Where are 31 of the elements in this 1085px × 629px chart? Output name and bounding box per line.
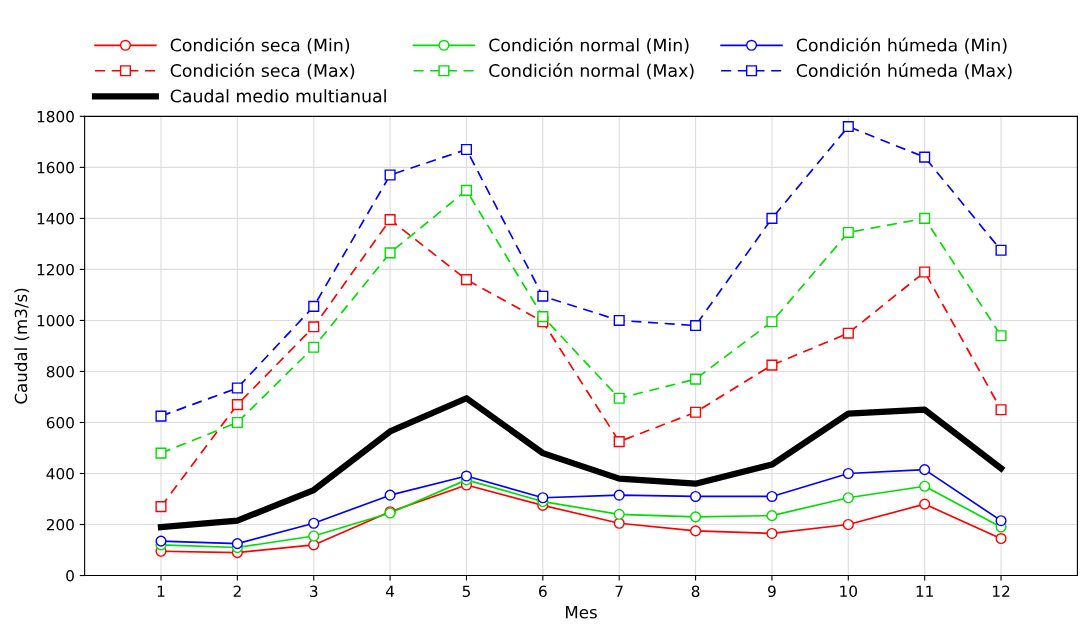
x-tick-label: 5	[462, 585, 470, 598]
y-tick-label: 1600	[37, 161, 74, 174]
x-axis-title: Mes	[565, 606, 597, 619]
y-tick-label: 0	[66, 570, 74, 582]
y-axis-title: Caudal (m3/s)	[14, 288, 30, 404]
legend-label: Condición húmeda (Min)	[796, 37, 1007, 54]
x-tick-label: 4	[385, 585, 395, 597]
legend-label: Condición húmeda (Max)	[796, 62, 1012, 80]
x-tick-label: 9	[768, 585, 776, 598]
legend-label: Condición seca (Min)	[170, 37, 350, 54]
legend-label: Condición normal (Min)	[489, 37, 689, 54]
y-tick-label: 200	[46, 518, 74, 531]
x-tick-label: 1	[157, 585, 165, 597]
x-tick-label: 10	[840, 585, 858, 598]
y-tick-label: 800	[46, 365, 74, 378]
y-tick-label: 1800	[37, 110, 74, 123]
y-tick-label: 600	[46, 416, 74, 429]
y-tick-label: 1000	[37, 314, 74, 327]
x-tick-label: 7	[615, 585, 623, 597]
legend-label: Condición seca (Max)	[170, 62, 355, 80]
x-tick-label: 12	[993, 585, 1010, 597]
legend-label: Caudal medio multianual	[170, 89, 386, 103]
y-tick-label: 1400	[37, 212, 74, 225]
x-tick-label: 8	[691, 585, 700, 598]
x-tick-label: 6	[539, 585, 547, 598]
y-tick-label: 400	[46, 467, 74, 480]
x-tick-label: 2	[233, 585, 241, 597]
x-tick-label: 3	[310, 585, 318, 598]
y-tick-label: 1200	[37, 263, 74, 276]
legend-label: Condición normal (Max)	[489, 62, 694, 80]
x-tick-label: 11	[916, 585, 933, 597]
